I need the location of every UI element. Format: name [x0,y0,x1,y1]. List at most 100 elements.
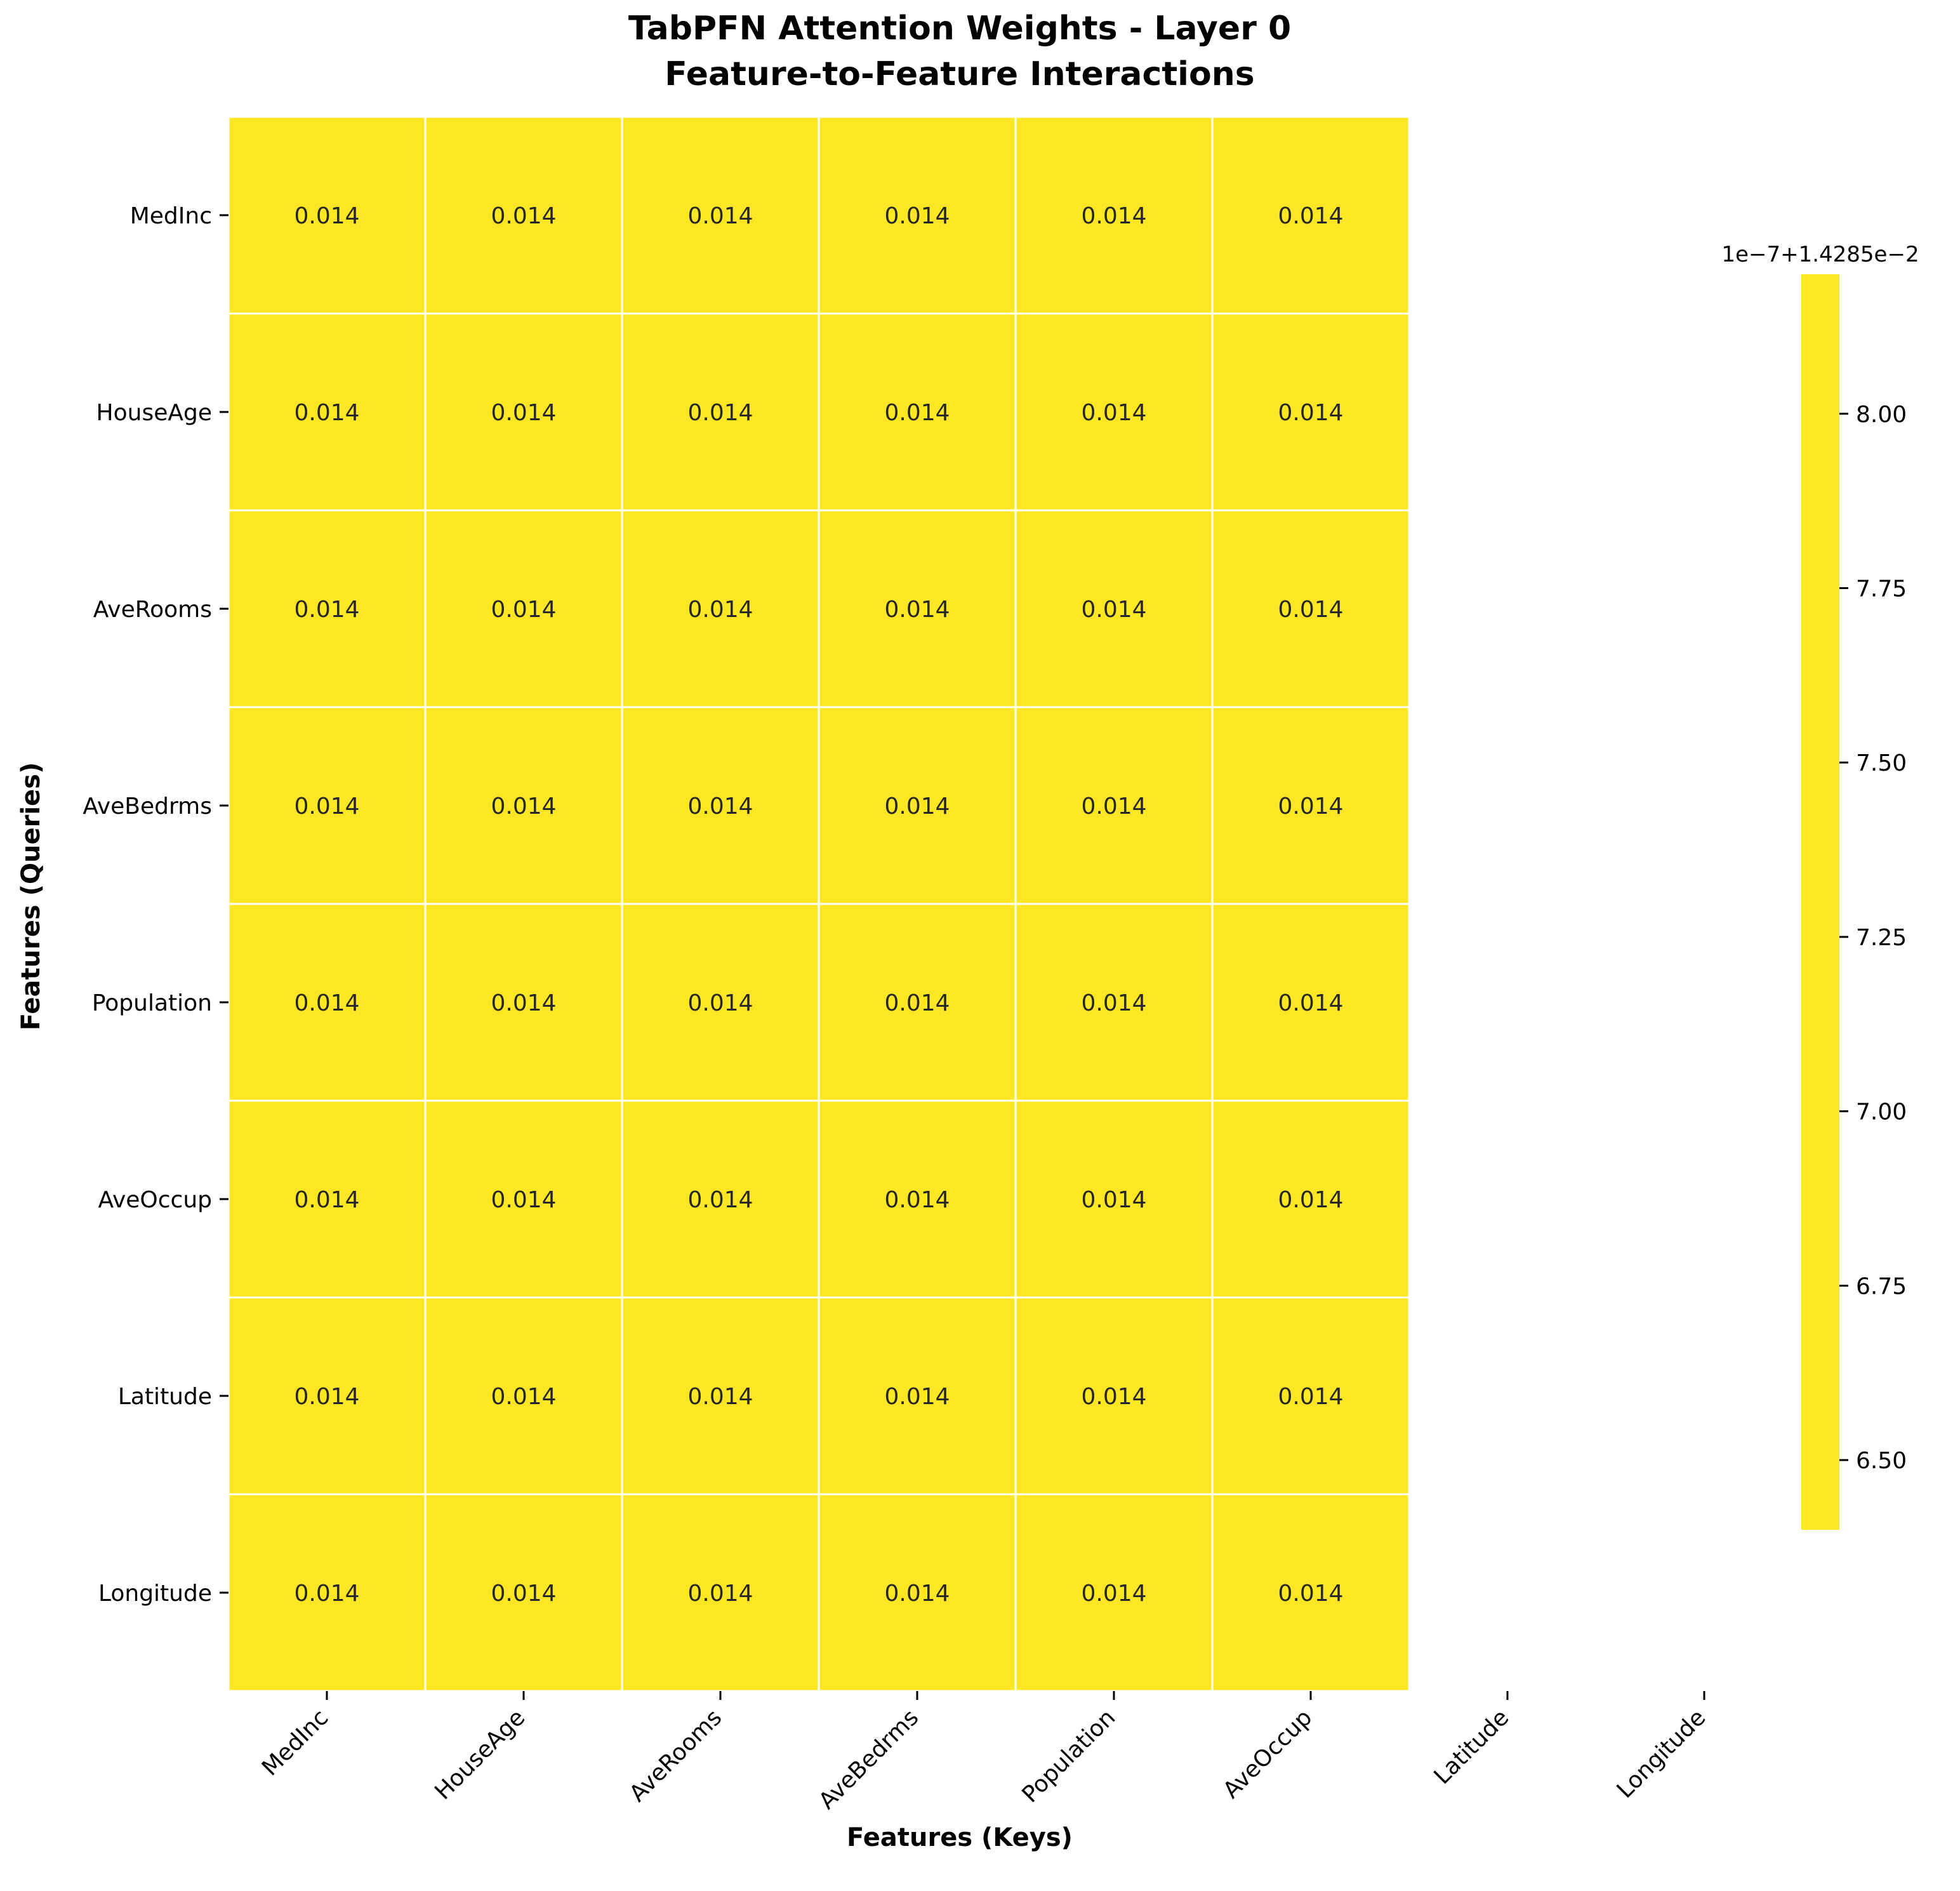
heatmap-cell-label: 0.014 [884,400,950,426]
heatmap-cell [1211,903,1410,1102]
heatmap-cell [818,312,1017,512]
heatmap-cell [1211,706,1410,905]
heatmap-cell-label: 0.014 [491,203,556,229]
heatmap-cell [1211,1099,1410,1299]
heatmap-cell-label: 0.014 [1081,203,1146,229]
heatmap-cell [424,312,623,512]
heatmap-cell-label: 0.014 [1081,1187,1146,1213]
heatmap-cell-label: 0.014 [884,793,950,819]
heatmap-cell-label: 0.014 [884,1187,950,1213]
heatmap-cell-label: 0.014 [491,793,556,819]
heatmap-cell [818,509,1017,708]
heatmap-cell-label: 0.014 [884,597,950,623]
y-tick-label: HouseAge [96,400,212,426]
heatmap-cell-label: 0.014 [294,793,359,819]
heatmap-cell-label: 0.014 [687,400,753,426]
colorbar-rect [1801,274,1839,1530]
heatmap-cell [621,312,820,512]
heatmap-cell [621,1296,820,1496]
heatmap-cell [424,1493,623,1692]
heatmap-cell-label: 0.014 [294,597,359,623]
colorbar-tick-label: 7.25 [1856,925,1907,951]
heatmap-cell [621,1493,820,1692]
heatmap-cell [1014,1099,1214,1299]
heatmap-cell [424,706,623,905]
heatmap-cell-label: 0.014 [1278,1187,1343,1213]
heatmap-cell-label: 0.014 [294,400,359,426]
heatmap-cell-label: 0.014 [687,597,753,623]
y-axis-label: Features (Queries) [17,762,46,1031]
colorbar-tick-label: 6.75 [1856,1273,1907,1299]
y-tick-label: Longitude [98,1581,212,1607]
heatmap-cell [424,509,623,708]
heatmap-cell-label: 0.014 [1278,990,1343,1016]
heatmap-cell [424,903,623,1102]
heatmap-cell-label: 0.014 [687,1384,753,1410]
heatmap-cell [818,116,1017,315]
heatmap-cell-label: 0.014 [294,1581,359,1607]
colorbar-offset-label: 1e−7+1.4285e−2 [1721,242,1919,267]
heatmap-cell [818,1493,1017,1692]
colorbar: 1e−7+1.4285e−2 8.00 7.75 7.50 7.25 7.00 6.75 6… [1721,242,1919,1530]
y-tick-label: AveBedrms [83,793,212,819]
heatmap-cell-label: 0.014 [884,990,950,1016]
heatmap-cell-label: 0.014 [884,1384,950,1410]
heatmap-cell [227,312,427,512]
heatmap-cell [227,509,427,708]
heatmap-cell-label: 0.014 [884,203,950,229]
colorbar-tick-label: 7.00 [1856,1099,1907,1125]
heatmap-cell [227,706,427,905]
heatmap-cell-label: 0.014 [687,1187,753,1213]
heatmap-cells [227,116,1410,1692]
heatmap-cell [1211,1296,1410,1496]
heatmap-cell-label: 0.014 [491,1384,556,1410]
y-tick-label: Latitude [118,1384,212,1410]
heatmap-cell-label: 0.014 [1081,990,1146,1016]
heatmap-cell [227,903,427,1102]
heatmap-cell-label: 0.014 [1278,203,1343,229]
heatmap-cell [621,1099,820,1299]
heatmap-cell [227,1493,427,1692]
colorbar-tick-label: 8.00 [1856,402,1907,428]
heatmap-cell [424,116,623,315]
heatmap-cell [227,1099,427,1299]
heatmap-cell-labels: 0.014 0.014 0.014 0.014 0.014 0.014 0.014 0.014… [294,203,1343,1607]
heatmap-cell-label: 0.014 [491,1187,556,1213]
heatmap-cell-label: 0.014 [884,1581,950,1607]
heatmap-cell-label: 0.014 [1081,400,1146,426]
heatmap-cell [818,1099,1017,1299]
heatmap-cell-label: 0.014 [1081,597,1146,623]
heatmap-cell-label: 0.014 [1278,1581,1343,1607]
heatmap-cell [424,1296,623,1496]
heatmap-cell-label: 0.014 [294,1187,359,1213]
y-tick-label: AveOccup [98,1187,212,1213]
heatmap-cell [1211,1493,1410,1692]
heatmap-cell-label: 0.014 [491,597,556,623]
heatmap-cell [621,706,820,905]
heatmap-cell-label: 0.014 [294,203,359,229]
heatmap-cell [1014,509,1214,708]
heatmap-cell [1014,706,1214,905]
y-tick-label: MedInc [130,203,212,229]
heatmap-cell-label: 0.014 [687,1581,753,1607]
heatmap-cell-label: 0.014 [491,990,556,1016]
heatmap-cell-label: 0.014 [1278,1384,1343,1410]
heatmap-cell [621,116,820,315]
colorbar-tick-label: 7.75 [1856,576,1907,602]
colorbar-ticks: 8.00 7.75 7.50 7.25 7.00 6.75 6.50 [1839,402,1907,1474]
y-tick-label: AveRooms [93,597,212,623]
heatmap-cell-label: 0.014 [1081,1581,1146,1607]
heatmap-cell [818,706,1017,905]
heatmap-cell-label: 0.014 [294,1384,359,1410]
heatmap-cell-label: 0.014 [687,793,753,819]
heatmap-cell [1014,1493,1214,1692]
heatmap-cell [1014,903,1214,1102]
heatmap-cell-label: 0.014 [1278,400,1343,426]
heatmap-cell-label: 0.014 [1081,793,1146,819]
heatmap-cell [227,116,427,315]
heatmap-cell-label: 0.014 [687,203,753,229]
chart-title-line-2: Feature-to-Feature Interactions [665,55,1254,93]
heatmap-cell-label: 0.014 [491,400,556,426]
heatmap-cell [1014,1296,1214,1496]
